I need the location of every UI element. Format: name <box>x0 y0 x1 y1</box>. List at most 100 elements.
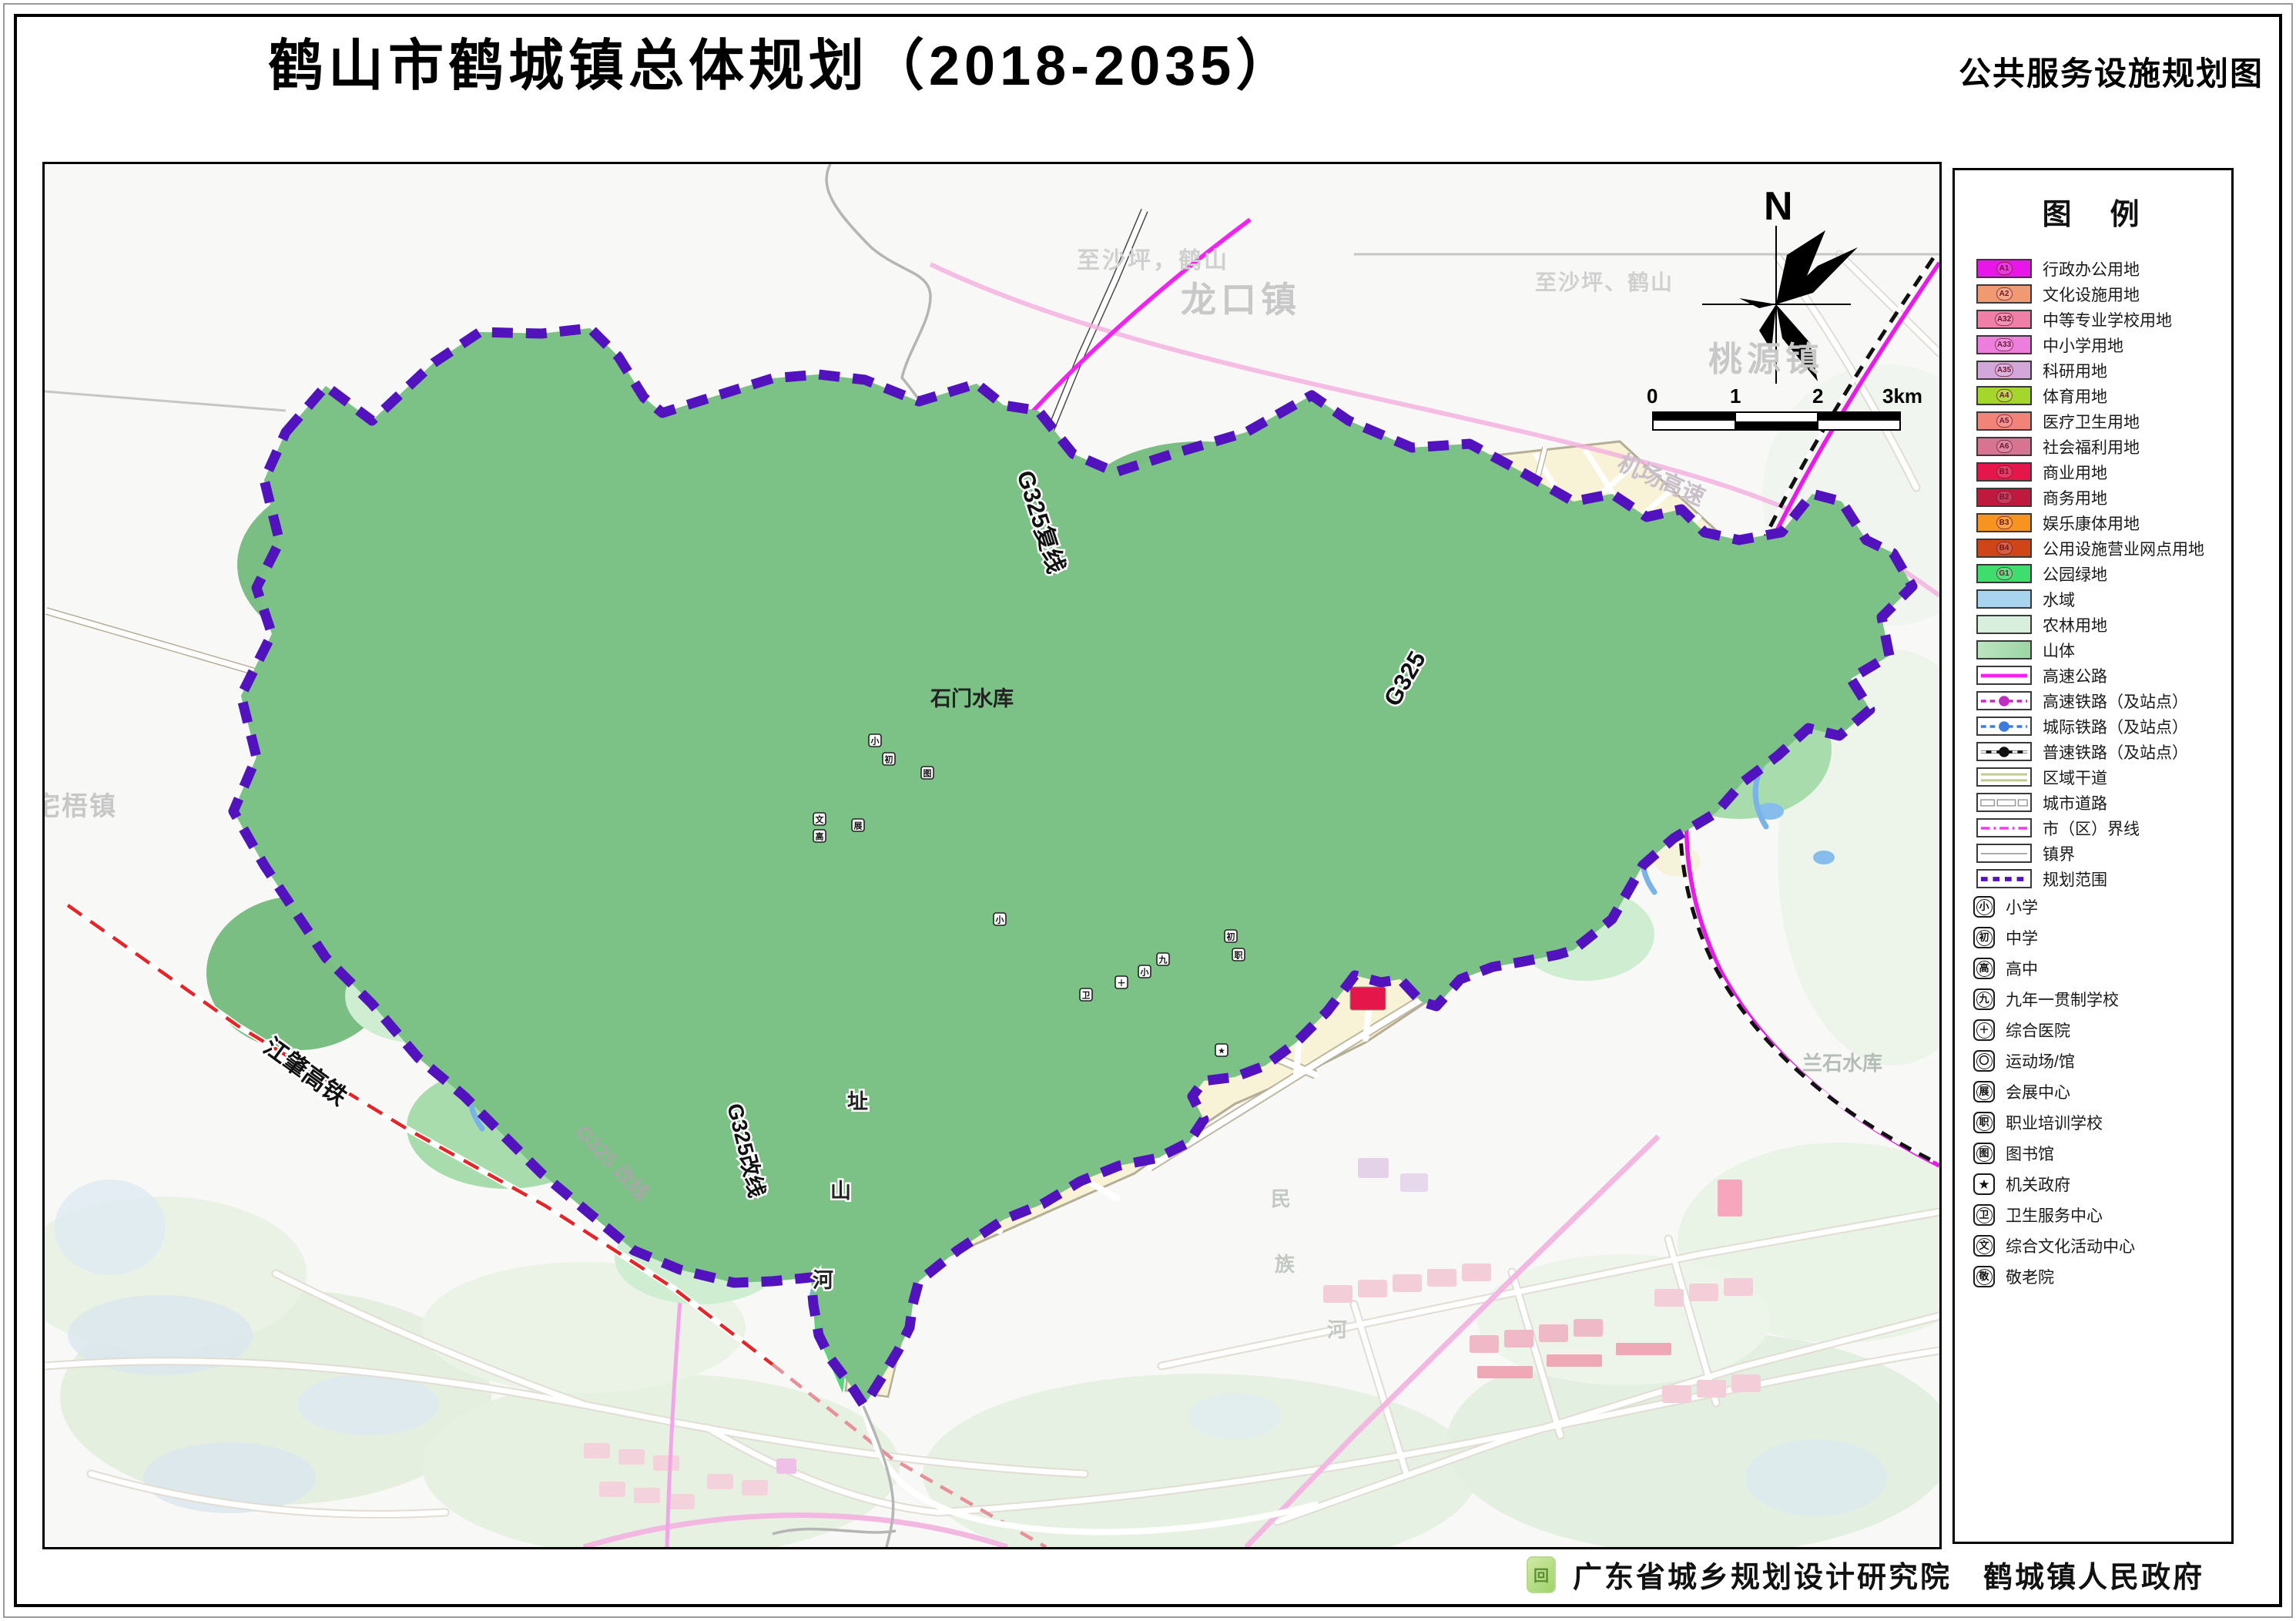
legend-area-water: 水域 <box>1955 586 2231 612</box>
landuse-swatch: A33 <box>1976 335 2032 354</box>
legend-icon-10: 卫卫生服务中心 <box>1955 1200 2231 1230</box>
legend-landuse-a6: A6 社会福利用地 <box>1955 434 2231 459</box>
line-swatch <box>1976 869 2032 888</box>
page-main-border <box>14 14 2282 1607</box>
faded-urban-blocks <box>584 1158 1761 1509</box>
legend-facility-icon: ★ <box>1973 1173 1995 1195</box>
legend-icon-5: 〇运动场/馆 <box>1955 1045 2231 1076</box>
legend-item-label: 区域干道 <box>2043 769 2107 787</box>
landuse-swatch: A1 <box>1976 259 2032 278</box>
legend-item-label: 公用设施营业网点用地 <box>2043 540 2204 559</box>
legend-landuse-a4: A4 体育用地 <box>1955 383 2231 408</box>
legend-landuse-g1: G1 公园绿地 <box>1955 561 2231 586</box>
line-swatch <box>1976 793 2032 812</box>
svg-text:九: 九 <box>1158 955 1168 965</box>
compass-rose: N <box>1702 184 1858 384</box>
map-frame: N 0 1 2 3km 小初图文高展＋九小初职 ★ 卫小 龙口镇 桃源镇 宅梧镇 至沙坪，… <box>42 162 1942 1549</box>
sheet-subtitle: 公共服务设施规划图 <box>1958 55 2264 92</box>
legend-panel: 图 例 A1 行政办公用地 A2 文化设施用地 A32 中等专业学校用地 A33 中小学用地 A… <box>1952 168 2234 1544</box>
line-swatch <box>1976 767 2032 787</box>
legend-facility-icon: 图 <box>1973 1143 1995 1164</box>
facility-marker-0: 小 <box>868 733 882 747</box>
legend-landuse-b3: B3 娱乐康体用地 <box>1955 510 2231 535</box>
legend-landuse-b1: B1 商业用地 <box>1955 459 2231 485</box>
legend-item-label: 高速公路 <box>2043 667 2107 686</box>
legend-facility-icon: 初 <box>1973 927 1995 948</box>
facility-marker-12: 卫 <box>1079 988 1093 1002</box>
legend-item-label: 职业培训学校 <box>2006 1115 2103 1133</box>
legend-facility-icon: 展 <box>1973 1081 1995 1102</box>
legend-facility-icon: ＋ <box>1973 1019 1995 1041</box>
map-label-river-he: 河 <box>813 1269 833 1292</box>
legend-item-label: 综合文化活动中心 <box>2006 1238 2135 1256</box>
facility-marker-3: 文 <box>813 812 826 826</box>
facility-marker-8: 小 <box>1138 965 1151 978</box>
map-label-town-longkou: 龙口镇 <box>1181 280 1301 320</box>
legend-item-label: 社会福利用地 <box>2043 438 2140 457</box>
faded-road-network <box>45 250 1939 1526</box>
legend-line-city-boundary: 市（区）界线 <box>1955 815 2231 841</box>
legend-landuse-b2: B2 商务用地 <box>1955 485 2231 510</box>
legend-item-label: 卫生服务中心 <box>2006 1207 2103 1225</box>
landuse-swatch: A32 <box>1976 310 2032 329</box>
svg-text:3km: 3km <box>1882 384 1922 408</box>
legend-facility-icon: 职 <box>1973 1112 1995 1133</box>
svg-text:小: 小 <box>870 736 880 747</box>
svg-text:卫: 卫 <box>1082 991 1091 1001</box>
legend-item-label: 体育用地 <box>2043 388 2107 406</box>
facility-marker-2: 图 <box>920 766 934 780</box>
credits-text: 广东省城乡规划设计研究院 鹤城镇人民政府 <box>1573 1562 2205 1594</box>
legend-landuse-a5: A5 医疗卫生用地 <box>1955 408 2231 434</box>
legend-area-mountain: 山体 <box>1955 637 2231 663</box>
institute-logo-icon: 回 <box>1527 1556 1556 1593</box>
legend-item-label: 会展中心 <box>2006 1084 2070 1102</box>
legend-item-label: 娱乐康体用地 <box>2043 515 2140 533</box>
page-outer-border <box>3 3 2293 1618</box>
facility-marker-5: 展 <box>851 818 865 832</box>
legend-item-label: 农林用地 <box>2043 616 2107 635</box>
legend-item-label: 城市道路 <box>2043 794 2107 813</box>
legend-item-label: 小学 <box>2006 899 2038 917</box>
legend-icon-2: 高高中 <box>1955 953 2231 984</box>
svg-text:初: 初 <box>885 754 893 765</box>
legend-item-label: 运动场/馆 <box>2006 1053 2075 1071</box>
legend-item-label: 市（区）界线 <box>2043 820 2140 838</box>
legend-icon-12: 敬敬老院 <box>1955 1261 2231 1292</box>
area-swatch <box>1976 615 2032 634</box>
legend-facility-icon: 〇 <box>1973 1050 1995 1072</box>
legend-line-city-road: 城市道路 <box>1955 790 2231 815</box>
line-swatch <box>1976 666 2032 685</box>
legend-landuse-a2: A2 文化设施用地 <box>1955 281 2231 307</box>
facility-marker-10: 职 <box>1232 948 1245 962</box>
legend-item-label: 中等专业学校用地 <box>2043 311 2172 330</box>
legend-facility-icon: 文 <box>1973 1235 1995 1257</box>
landuse-swatch: A5 <box>1976 411 2032 431</box>
legend-item-label: 敬老院 <box>2006 1269 2054 1287</box>
map-label-river-zu: 族 <box>1275 1253 1295 1276</box>
legend-icon-9: ★ 机关政府 <box>1955 1169 2231 1200</box>
legend-items: A1 行政办公用地 A2 文化设施用地 A32 中等专业学校用地 A33 中小学用地 A35 科研… <box>1955 256 2231 1292</box>
svg-text:1: 1 <box>1730 384 1741 408</box>
landuse-swatch: B3 <box>1976 513 2032 532</box>
legend-item-label: 文化设施用地 <box>2043 286 2140 304</box>
svg-text:展: 展 <box>853 821 863 831</box>
legend-icon-8: 图图书馆 <box>1955 1138 2231 1169</box>
svg-text:2: 2 <box>1812 384 1823 408</box>
legend-line-town-boundary: 镇界 <box>1955 841 2231 866</box>
legend-item-label: 机关政府 <box>2006 1176 2070 1194</box>
legend-item-label: 高中 <box>2006 961 2038 978</box>
legend-item-label: 中小学用地 <box>2043 337 2123 355</box>
page-title: 鹤山市鹤城镇总体规划（2018-2035） <box>268 35 1296 97</box>
legend-landuse-b4: B4 公用设施营业网点用地 <box>1955 535 2231 561</box>
scale-bar: 0 1 2 3km <box>1647 384 1922 431</box>
legend-item-label: 水域 <box>2043 591 2075 609</box>
legend-item-label: 规划范围 <box>2043 871 2107 889</box>
map-label-river-shan: 山 <box>830 1180 851 1203</box>
svg-text:小: 小 <box>1140 967 1149 978</box>
map-label-res-lanshi: 兰石水库 <box>1802 1052 1882 1075</box>
legend-item-label: 高速铁路（及站点） <box>2043 693 2188 711</box>
landuse-swatch: A35 <box>1976 361 2032 380</box>
map-label-town-zhaiwu: 宅梧镇 <box>45 791 117 821</box>
